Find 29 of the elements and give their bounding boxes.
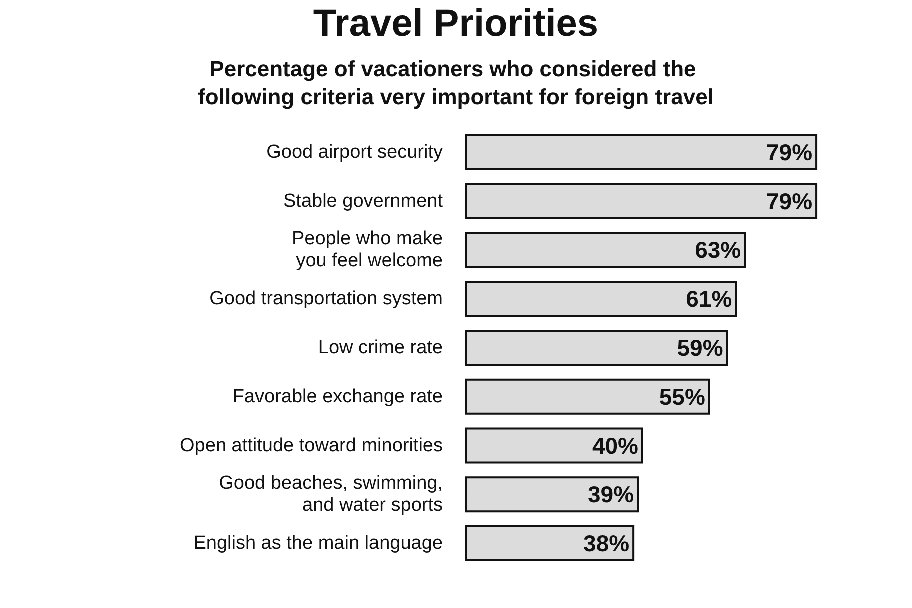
bar: [465, 378, 710, 415]
data-label: 63%: [695, 237, 742, 264]
y-tick-label: Good beaches, swimming, and water sports: [219, 473, 443, 516]
y-tick-label: Open attitude toward minorities: [180, 435, 443, 456]
y-tick-label: Good airport security: [266, 142, 444, 163]
bar: [465, 428, 644, 464]
data-label: 61%: [686, 286, 732, 312]
data-label: 55%: [659, 384, 706, 410]
bar: [465, 134, 818, 170]
bar: [465, 183, 818, 220]
data-label: 79%: [766, 188, 813, 214]
bar: [465, 330, 728, 366]
chart-subtitle: Percentage of vacationers who considered the following criteria very important for foreign travel: [198, 56, 714, 110]
data-label: 39%: [588, 482, 634, 508]
data-label: 59%: [677, 335, 724, 361]
data-label: 40%: [592, 432, 638, 459]
y-tick-label: English as the main language: [194, 533, 443, 554]
bar: [465, 232, 746, 268]
bar: [465, 526, 635, 562]
y-tick-label: Stable government: [284, 190, 444, 212]
bar: [465, 281, 738, 318]
data-label: 38%: [584, 530, 630, 557]
y-tick-label: People who make you feel welcome: [292, 228, 443, 272]
y-tick-label: Low crime rate: [318, 338, 443, 358]
chart-title: Travel Priorities: [313, 3, 599, 45]
y-tick-label: Good transportation system: [210, 288, 443, 310]
data-label: 79%: [766, 139, 813, 166]
bar: [465, 476, 640, 513]
y-tick-label: Favorable exchange rate: [232, 386, 443, 408]
